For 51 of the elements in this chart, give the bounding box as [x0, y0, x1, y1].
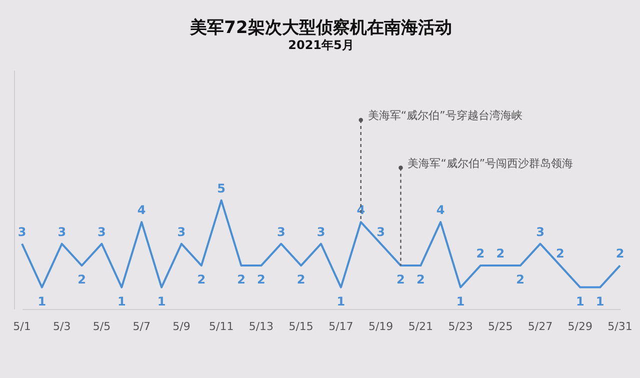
data-label: 2: [516, 272, 525, 287]
data-label: 4: [436, 203, 445, 218]
x-tick-label: 5/3: [53, 320, 71, 333]
data-label: 2: [616, 246, 624, 261]
x-tick-label: 5/17: [328, 320, 354, 333]
data-label: 2: [416, 272, 425, 287]
data-label: 3: [98, 224, 106, 239]
x-tick-label: 5/7: [132, 320, 150, 333]
data-label: 2: [496, 246, 505, 261]
data-label: 2: [257, 272, 266, 287]
data-label: 2: [556, 246, 564, 261]
data-label: 1: [38, 294, 46, 308]
data-label: 1: [456, 294, 465, 308]
data-label: 3: [316, 224, 326, 239]
data-label: 2: [476, 246, 485, 261]
data-label: 3: [177, 224, 186, 239]
x-tick-label: 5/25: [488, 320, 513, 333]
data-label: 1: [117, 294, 126, 308]
annotation: 美海军“威尔伯”号闯西沙群岛领海: [408, 156, 574, 170]
x-tick-label: 5/15: [288, 320, 314, 333]
x-tick-label: 5/13: [248, 320, 274, 333]
x-tick-label: 5/21: [408, 320, 434, 333]
data-label: 1: [157, 294, 166, 308]
x-tick-label: 5/1: [13, 320, 31, 333]
data-label: 1: [336, 294, 346, 308]
chart-subtitle: 2021年5月: [288, 38, 354, 52]
data-label: 4: [356, 203, 366, 218]
data-label: 3: [376, 224, 385, 239]
x-tick-label: 5/5: [92, 320, 111, 333]
data-label: 2: [78, 272, 86, 287]
x-tick-label: 5/23: [448, 320, 473, 333]
data-label: 3: [18, 224, 26, 239]
data-label: 3: [536, 224, 544, 239]
data-label: 5: [217, 181, 226, 196]
data-label: 1: [576, 294, 584, 308]
annotation: 美海军“威尔伯”号穿越台湾海峡: [368, 108, 522, 122]
x-tick-label: 5/9: [172, 320, 190, 333]
data-label: 2: [296, 272, 306, 287]
data-label: 3: [58, 224, 66, 239]
x-tick-label: 5/31: [608, 320, 632, 333]
x-tick-label: 5/11: [208, 320, 234, 333]
data-label: 4: [137, 203, 146, 218]
chart-title: 美军72架次大型侦察机在南海活动: [189, 18, 452, 38]
x-tick-label: 5/29: [568, 320, 592, 333]
data-label: 3: [276, 224, 286, 239]
data-label: 1: [596, 294, 604, 308]
data-label: 2: [237, 272, 246, 287]
data-label: 2: [197, 272, 206, 287]
data-label: 2: [396, 272, 405, 287]
x-tick-label: 5/27: [528, 320, 553, 333]
x-tick-label: 5/19: [368, 320, 394, 333]
